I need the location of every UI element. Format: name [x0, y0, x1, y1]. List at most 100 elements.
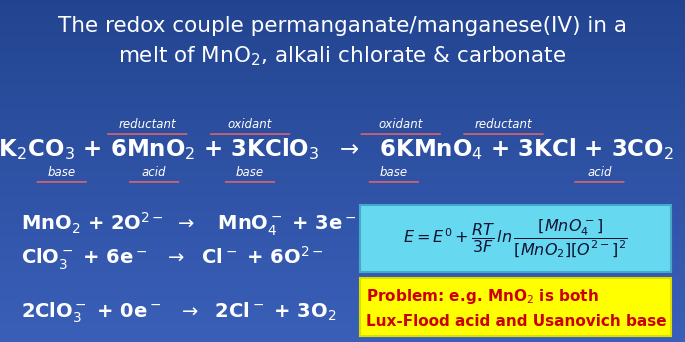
- Bar: [0, 70, 685, 72]
- Bar: [0, 128, 685, 130]
- Bar: [0, 139, 685, 140]
- Bar: [0, 296, 685, 298]
- Bar: [0, 190, 685, 192]
- Bar: [0, 58, 685, 60]
- Bar: [0, 332, 685, 333]
- Bar: [0, 21, 685, 22]
- Bar: [0, 22, 685, 24]
- Bar: [0, 243, 685, 245]
- Bar: [0, 333, 685, 335]
- Bar: [0, 234, 685, 236]
- Bar: [0, 258, 685, 260]
- Bar: [0, 248, 685, 250]
- Bar: [0, 53, 685, 55]
- Bar: [0, 103, 685, 104]
- Bar: [0, 24, 685, 26]
- Text: oxidant: oxidant: [379, 118, 423, 131]
- Bar: [0, 267, 685, 268]
- Bar: [0, 149, 685, 150]
- Bar: [0, 214, 685, 215]
- Bar: [0, 133, 685, 135]
- Bar: [0, 79, 685, 80]
- Bar: [0, 111, 685, 113]
- Bar: [0, 262, 685, 263]
- Bar: [0, 303, 685, 304]
- Bar: [0, 130, 685, 132]
- Bar: [0, 202, 685, 203]
- Bar: [0, 108, 685, 109]
- Bar: [0, 280, 685, 282]
- Bar: [0, 270, 685, 272]
- Bar: [0, 210, 685, 212]
- Text: 3K$_2$CO$_3$ + 6MnO$_2$ + 3KClO$_3$  $\rightarrow$  6KMnO$_4$ + 3KCl + 3CO$_2$: 3K$_2$CO$_3$ + 6MnO$_2$ + 3KClO$_3$ $\ri…: [0, 136, 674, 162]
- Bar: [0, 205, 685, 207]
- Bar: [0, 192, 685, 193]
- Bar: [0, 67, 685, 68]
- Bar: [0, 19, 685, 21]
- Bar: [0, 17, 685, 19]
- Bar: [0, 224, 685, 226]
- Bar: [0, 183, 685, 185]
- Bar: [0, 44, 685, 46]
- Bar: [0, 29, 685, 31]
- Bar: [0, 96, 685, 97]
- Bar: [0, 304, 685, 306]
- Bar: [0, 125, 685, 127]
- Bar: [0, 135, 685, 137]
- Bar: [0, 176, 685, 178]
- Bar: [0, 75, 685, 77]
- Text: ClO$_3^-$ + 6e$^-$  $\rightarrow$  Cl$^-$ + 6O$^{2-}$: ClO$_3^-$ + 6e$^-$ $\rightarrow$ Cl$^-$ …: [21, 245, 323, 272]
- Bar: [0, 263, 685, 265]
- Bar: [0, 140, 685, 142]
- Text: acid: acid: [142, 166, 166, 179]
- Bar: [0, 251, 685, 253]
- Bar: [0, 97, 685, 99]
- Bar: [0, 279, 685, 280]
- Bar: [0, 256, 685, 258]
- Text: The redox couple permanganate/manganese(IV) in a: The redox couple permanganate/manganese(…: [58, 16, 627, 36]
- Bar: [0, 272, 685, 274]
- Bar: [0, 161, 685, 162]
- Bar: [0, 84, 685, 86]
- Bar: [0, 144, 685, 145]
- Bar: [0, 320, 685, 321]
- Bar: [0, 227, 685, 229]
- Text: Lux-Flood acid and Usanovich base: Lux-Flood acid and Usanovich base: [366, 314, 667, 329]
- Bar: [0, 0, 685, 2]
- Bar: [0, 132, 685, 133]
- Bar: [0, 236, 685, 238]
- Bar: [0, 72, 685, 74]
- Bar: [0, 60, 685, 62]
- Bar: [0, 34, 685, 36]
- Bar: [0, 318, 685, 320]
- Bar: [0, 5, 685, 7]
- Bar: [0, 7, 685, 9]
- Bar: [0, 38, 685, 39]
- Bar: [0, 120, 685, 121]
- Bar: [0, 246, 685, 248]
- Text: reductant: reductant: [119, 118, 176, 131]
- Bar: [0, 292, 685, 294]
- Bar: [0, 178, 685, 180]
- Bar: [0, 39, 685, 41]
- Bar: [0, 316, 685, 318]
- Bar: [0, 277, 685, 279]
- Bar: [0, 180, 685, 181]
- Bar: [0, 14, 685, 15]
- Bar: [0, 113, 685, 115]
- FancyBboxPatch shape: [360, 278, 671, 336]
- Bar: [0, 15, 685, 17]
- Bar: [0, 299, 685, 301]
- Text: oxidant: oxidant: [228, 118, 272, 131]
- Bar: [0, 306, 685, 308]
- Bar: [0, 162, 685, 164]
- Bar: [0, 169, 685, 171]
- Bar: [0, 94, 685, 96]
- Bar: [0, 116, 685, 118]
- Bar: [0, 48, 685, 50]
- Bar: [0, 193, 685, 195]
- Text: base: base: [236, 166, 264, 179]
- Bar: [0, 229, 685, 231]
- Bar: [0, 185, 685, 186]
- Bar: [0, 250, 685, 251]
